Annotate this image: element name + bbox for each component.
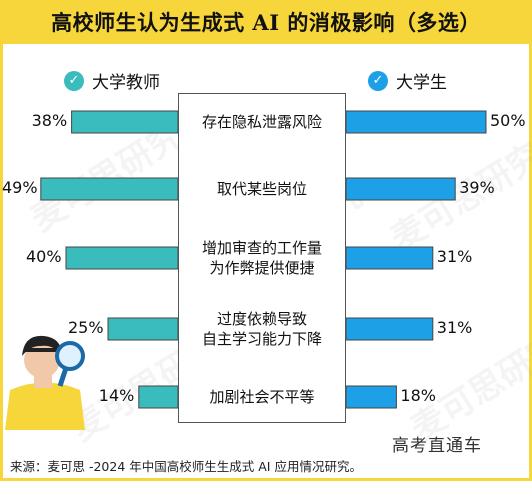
legend-teacher: ✓ 大学教师 <box>64 68 160 93</box>
legend-student: ✓ 大学生 <box>368 68 447 93</box>
magnifier-person-icon <box>5 335 85 430</box>
bar-student <box>345 385 397 409</box>
value-label-teacher: 40% <box>26 247 62 266</box>
value-label-teacher: 25% <box>68 318 104 337</box>
bar-student <box>345 246 434 270</box>
category-label: 增加审查的工作量 为作弊提供便捷 <box>201 239 322 277</box>
category-label: 过度依赖导致 自主学习能力下降 <box>201 310 322 348</box>
check-icon: ✓ <box>64 70 84 91</box>
bar-student <box>345 177 456 201</box>
bar-teacher <box>71 110 179 134</box>
bar-student <box>345 110 487 134</box>
value-label-student: 31% <box>436 318 473 337</box>
value-label-teacher: 49% <box>2 178 38 197</box>
legend-teacher-label: 大学教师 <box>92 73 160 93</box>
bar-student <box>345 317 434 341</box>
title-bar: 高校师生认为生成式 AI 的消极影响（多选） <box>0 0 532 44</box>
source-note: 来源：麦可思 -2024 年中国高校师生生成式 AI 应用情况研究。 <box>10 459 362 474</box>
bar-teacher <box>40 177 179 201</box>
check-icon: ✓ <box>368 70 388 91</box>
bar-teacher <box>65 246 179 270</box>
legend-student-label: 大学生 <box>396 73 447 93</box>
category-label: 加剧社会不平等 <box>209 388 315 406</box>
bar-teacher <box>138 385 179 409</box>
value-label-student: 18% <box>400 386 436 405</box>
category-box <box>178 93 346 423</box>
bar-teacher <box>107 317 179 341</box>
brand-logo: 高考直通车 <box>392 436 482 456</box>
value-label-teacher: 38% <box>31 111 68 130</box>
value-label-teacher: 14% <box>98 386 135 405</box>
value-label-student: 50% <box>490 111 526 130</box>
category-label: 取代某些岗位 <box>216 180 307 198</box>
chart-title: 高校师生认为生成式 AI 的消极影响（多选） <box>51 10 481 35</box>
value-label-student: 39% <box>459 178 495 197</box>
value-label-student: 31% <box>436 247 473 266</box>
category-label: 存在隐私泄露风险 <box>201 113 322 131</box>
